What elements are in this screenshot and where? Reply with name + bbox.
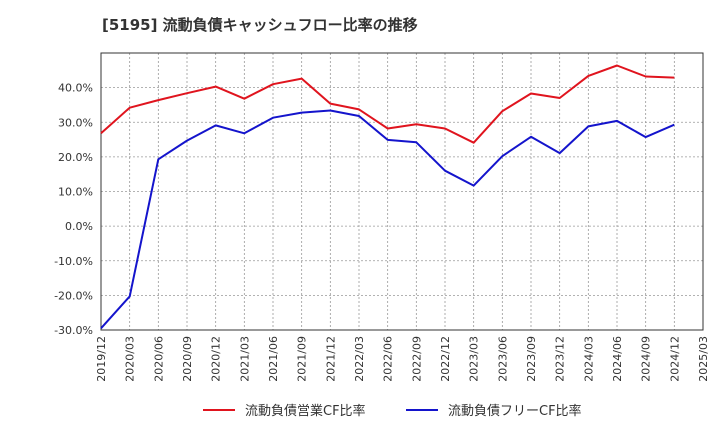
legend-label-2: 流動負債フリーCF比率: [448, 403, 582, 419]
x-tick-label: 2021/09: [296, 336, 309, 382]
chart-title: [5195] 流動負債キャッシュフロー比率の推移: [102, 16, 418, 34]
x-tick-label: 2023/12: [554, 336, 567, 382]
legend-label-1: 流動負債営業CF比率: [245, 403, 366, 419]
x-tick-label: 2023/06: [496, 336, 509, 382]
x-tick-label: 2020/09: [181, 336, 194, 382]
x-tick-label: 2020/06: [152, 336, 165, 382]
x-tick-label: 2021/06: [267, 336, 280, 382]
x-tick-label: 2024/03: [582, 336, 595, 382]
x-tick-label: 2021/03: [238, 336, 251, 382]
x-tick-label: 2023/09: [525, 336, 538, 382]
y-tick-label: 10.0%: [58, 186, 93, 199]
plot-frame: [100, 52, 704, 331]
series-line-2: [100, 109, 675, 329]
x-tick-label: 2021/12: [324, 336, 337, 382]
x-tick-label: 2024/09: [640, 336, 653, 382]
y-tick-label: 20.0%: [58, 151, 93, 164]
x-tick-label: 2025/03: [697, 336, 710, 382]
series-line-1: [100, 64, 675, 144]
x-tick-label: 2022/09: [410, 336, 423, 382]
x-tick-label: 2022/06: [382, 336, 395, 382]
y-tick-label: -20.0%: [54, 289, 93, 302]
y-tick-label: 30.0%: [58, 116, 93, 129]
x-tick-label: 2024/12: [668, 336, 681, 382]
x-tick-label: 2022/12: [439, 336, 452, 382]
y-tick-label: -30.0%: [54, 324, 93, 337]
x-tick-label: 2020/03: [124, 336, 137, 382]
x-tick-label: 2019/12: [95, 336, 108, 382]
x-tick-label: 2023/03: [468, 336, 481, 382]
y-tick-label: 0.0%: [65, 220, 93, 233]
y-tick-label: -10.0%: [54, 255, 93, 268]
x-tick-label: 2020/12: [210, 336, 223, 382]
x-tick-label: 2022/03: [353, 336, 366, 382]
y-tick-label: 40.0%: [58, 82, 93, 95]
x-tick-label: 2024/06: [611, 336, 624, 382]
